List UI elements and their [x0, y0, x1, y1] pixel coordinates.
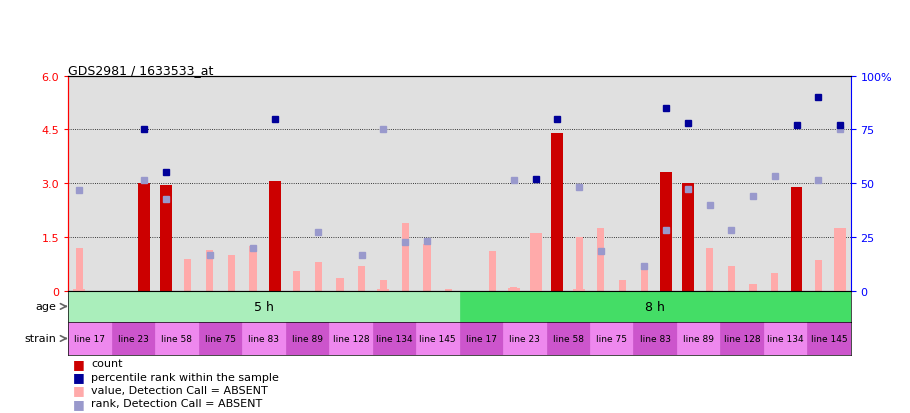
Text: line 75: line 75 — [596, 334, 627, 343]
Bar — [551, 134, 563, 291]
Bar — [68, 291, 460, 322]
Bar — [379, 280, 387, 291]
Text: ■: ■ — [73, 383, 85, 396]
Bar — [508, 288, 520, 291]
Bar — [511, 287, 518, 291]
Bar — [590, 322, 633, 355]
Text: percentile rank within the sample: percentile rank within the sample — [91, 372, 278, 382]
Text: line 23: line 23 — [510, 334, 541, 343]
Bar — [791, 188, 803, 291]
Bar — [293, 271, 300, 291]
Bar — [575, 237, 582, 291]
Bar — [198, 322, 242, 355]
Text: count: count — [91, 358, 123, 368]
Text: line 17: line 17 — [75, 334, 106, 343]
Text: rank, Detection Call = ABSENT: rank, Detection Call = ABSENT — [91, 398, 262, 408]
Text: value, Detection Call = ABSENT: value, Detection Call = ABSENT — [91, 385, 268, 395]
Bar — [372, 322, 416, 355]
Bar — [633, 322, 677, 355]
Text: line 89: line 89 — [683, 334, 714, 343]
Bar — [489, 252, 496, 291]
Bar — [728, 266, 735, 291]
Text: GDS2981 / 1633533_at: GDS2981 / 1633533_at — [68, 64, 214, 76]
Text: 8 h: 8 h — [645, 300, 665, 313]
Bar — [76, 248, 83, 291]
Text: 5 h: 5 h — [254, 300, 274, 313]
Bar — [242, 322, 286, 355]
Bar — [619, 280, 626, 291]
Text: line 134: line 134 — [376, 334, 412, 343]
Bar — [423, 244, 430, 291]
Bar — [249, 247, 257, 291]
Bar — [359, 266, 365, 291]
Bar — [706, 248, 713, 291]
Text: line 145: line 145 — [811, 334, 847, 343]
Text: line 134: line 134 — [767, 334, 804, 343]
Bar — [378, 290, 389, 291]
Bar — [530, 234, 541, 291]
Bar — [597, 228, 604, 291]
Bar — [160, 185, 172, 291]
Text: line 145: line 145 — [420, 334, 456, 343]
Bar — [573, 290, 585, 291]
Bar — [771, 273, 778, 291]
Text: ■: ■ — [73, 357, 85, 370]
Text: line 83: line 83 — [248, 334, 279, 343]
Bar — [163, 252, 169, 291]
Bar — [641, 270, 648, 291]
Text: line 128: line 128 — [723, 334, 761, 343]
Text: line 83: line 83 — [640, 334, 671, 343]
Bar — [337, 279, 344, 291]
Bar — [268, 182, 281, 291]
Text: ■: ■ — [73, 370, 85, 383]
Text: line 75: line 75 — [205, 334, 236, 343]
Text: line 128: line 128 — [332, 334, 369, 343]
Text: line 58: line 58 — [552, 334, 583, 343]
Bar — [68, 322, 112, 355]
Bar — [721, 322, 763, 355]
Text: line 23: line 23 — [118, 334, 149, 343]
Bar — [677, 322, 721, 355]
Bar — [138, 184, 150, 291]
Text: age: age — [35, 301, 56, 312]
Bar — [73, 290, 86, 291]
Bar — [503, 322, 547, 355]
Bar — [141, 232, 148, 291]
Bar — [460, 291, 851, 322]
Bar — [807, 322, 851, 355]
Bar — [401, 223, 409, 291]
Bar — [206, 250, 213, 291]
Bar — [814, 261, 822, 291]
Bar — [112, 322, 156, 355]
Text: line 58: line 58 — [161, 334, 192, 343]
Text: strain: strain — [25, 334, 56, 344]
Bar — [660, 173, 672, 291]
Bar — [547, 322, 590, 355]
Bar — [763, 322, 807, 355]
Bar — [329, 322, 372, 355]
Bar — [228, 255, 235, 291]
Bar — [682, 184, 693, 291]
Bar — [286, 322, 329, 355]
Bar — [750, 284, 756, 291]
Bar — [156, 322, 198, 355]
Bar — [460, 322, 503, 355]
Text: ■: ■ — [73, 396, 85, 410]
Bar — [184, 259, 191, 291]
Text: line 17: line 17 — [466, 334, 497, 343]
Bar — [445, 290, 452, 291]
Bar — [315, 263, 322, 291]
Bar — [834, 228, 846, 291]
Bar — [416, 322, 460, 355]
Text: line 89: line 89 — [292, 334, 323, 343]
